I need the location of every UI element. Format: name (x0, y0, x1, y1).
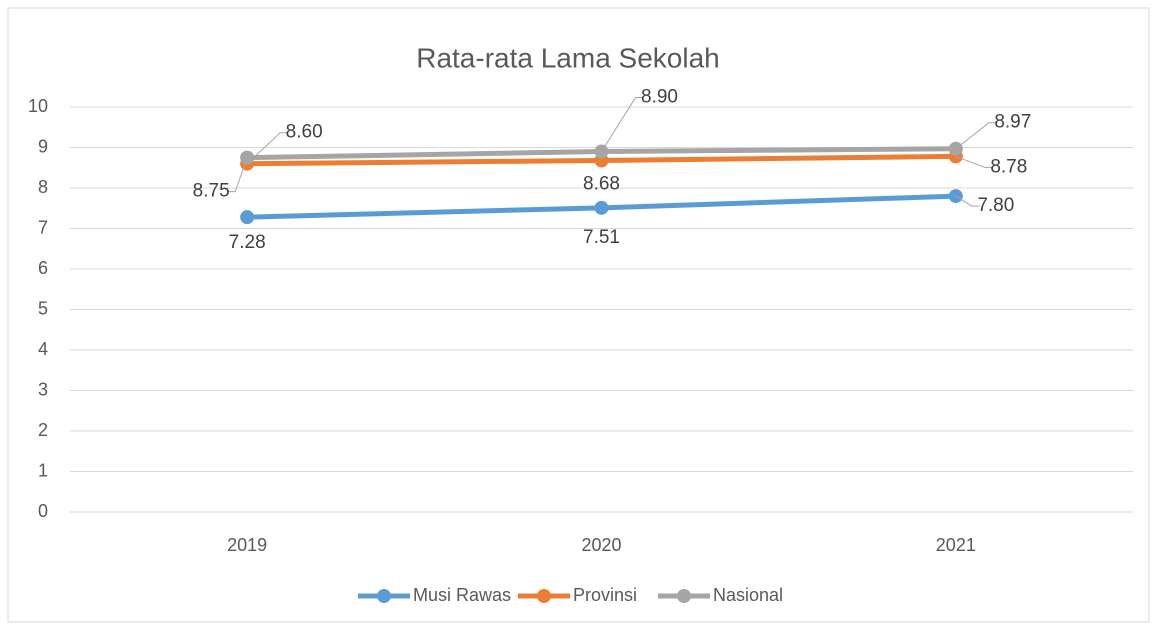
data-label: 8.60 (286, 122, 323, 143)
legend-marker (537, 589, 551, 603)
data-label: 7.80 (977, 195, 1014, 216)
leader-line (955, 155, 993, 168)
data-label: 7.51 (583, 227, 620, 248)
marker (594, 200, 609, 215)
y-tick-label: 3 (38, 379, 48, 399)
legend-label: Musi Rawas (413, 585, 511, 605)
data-label: 8.68 (583, 173, 620, 194)
marker (240, 210, 255, 225)
y-tick-label: 6 (38, 258, 48, 278)
data-label: 8.78 (990, 156, 1027, 177)
y-tick-label: 5 (38, 298, 48, 318)
y-tick-label: 10 (28, 96, 48, 116)
x-tick-label: 2021 (936, 535, 976, 555)
data-label: 8.75 (193, 181, 230, 202)
legend-marker (377, 589, 391, 603)
data-label: 8.90 (641, 87, 678, 108)
y-tick-label: 7 (38, 217, 48, 237)
legend-marker (677, 589, 691, 603)
leader-line (246, 132, 289, 165)
chart-border (7, 7, 1150, 623)
legend-label: Provinsi (573, 585, 637, 605)
x-tick-label: 2020 (581, 535, 621, 555)
y-tick-label: 2 (38, 420, 48, 440)
leader-line (955, 195, 980, 207)
leader-line (601, 97, 644, 152)
x-tick-label: 2019 (227, 535, 267, 555)
y-tick-label: 9 (38, 136, 48, 156)
y-tick-label: 0 (38, 501, 48, 521)
leader-line (955, 122, 997, 150)
leader-line (227, 157, 248, 193)
data-label: 8.97 (994, 112, 1031, 133)
y-tick-label: 1 (38, 460, 48, 480)
legend-label: Nasional (713, 585, 783, 605)
chart-title: Rata-rata Lama Sekolah (416, 42, 720, 73)
y-tick-label: 8 (38, 177, 48, 197)
y-tick-label: 4 (38, 339, 48, 359)
data-label: 7.28 (229, 232, 266, 253)
